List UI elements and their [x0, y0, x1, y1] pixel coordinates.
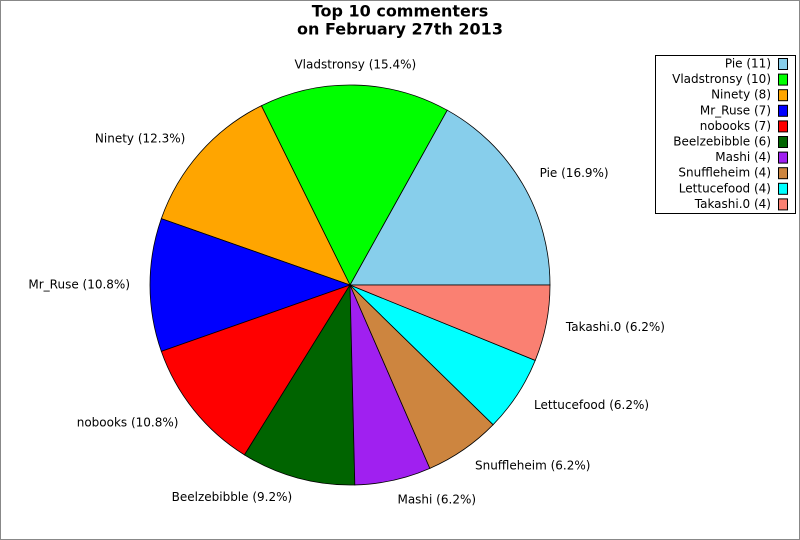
legend-swatch: [778, 89, 788, 102]
legend-label: Vladstronsy (10): [672, 72, 771, 86]
chart-title: Top 10 commenters: [312, 2, 489, 21]
legend-box: [655, 55, 796, 214]
slice-label: Vladstronsy (15.4%): [294, 58, 416, 72]
pie-slice: [160, 284, 351, 456]
slice-label: Mr_Ruse (10.8%): [28, 278, 130, 292]
slice-label: Pie (16.9%): [540, 166, 609, 180]
slice-label: Lettucefood (6.2%): [534, 398, 649, 412]
pie-slice: [260, 84, 448, 286]
slice-label: Beelzebibble (9.2%): [172, 490, 293, 504]
legend-swatch: [778, 120, 788, 133]
legend-label: nobooks (7): [700, 119, 771, 133]
legend-swatch: [778, 58, 788, 70]
slice-label: nobooks (10.8%): [77, 415, 179, 429]
chart-title: on February 27th 2013: [297, 20, 503, 39]
pie-slice: [349, 109, 551, 286]
pie-slice: [160, 105, 351, 286]
slice-label: Takashi.0 (6.2%): [565, 320, 665, 334]
legend-label: Snuffleheim (4): [678, 166, 771, 180]
legend-swatch: [778, 167, 788, 180]
pie-slice: [243, 283, 356, 486]
slice-label: Snuffleheim (6.2%): [475, 459, 591, 473]
legend-label: Lettucefood (4): [679, 181, 771, 195]
legend-swatch: [778, 136, 788, 148]
slice-label: Mashi (6.2%): [397, 492, 476, 506]
legend-swatch: [778, 73, 788, 86]
legend-swatch: [778, 151, 788, 164]
legend-label: Ninety (8): [711, 88, 771, 102]
legend-label: Takashi.0 (4): [694, 197, 771, 211]
legend-swatch: [778, 104, 788, 117]
slice-label: Ninety (12.3%): [95, 132, 185, 146]
legend-label: Beelzebibble (6): [673, 135, 771, 149]
legend-label: Mashi (4): [715, 150, 771, 164]
legend-swatch: [778, 182, 788, 195]
legend-label: Mr_Ruse (7): [700, 103, 771, 117]
legend-swatch: [778, 198, 788, 211]
pie-slice: [349, 284, 551, 361]
pie-slice: [149, 218, 352, 352]
legend-label: Pie (11): [725, 57, 771, 71]
